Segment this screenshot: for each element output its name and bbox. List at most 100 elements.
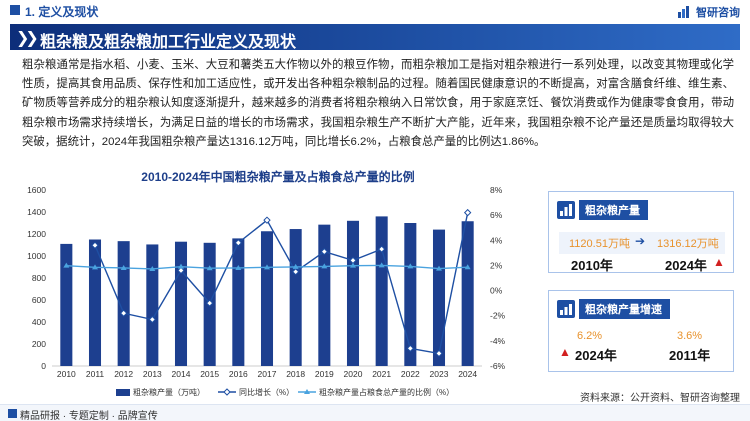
x-tick-label: 2017	[258, 369, 277, 379]
growth-chart-icon	[557, 300, 575, 318]
x-tick-label: 2011	[86, 369, 105, 379]
data-point	[291, 268, 300, 276]
data-point	[148, 315, 157, 324]
bar	[432, 229, 446, 366]
growth-card-header: 粗杂粮产量增速	[557, 299, 670, 319]
x-tick-label: 2012	[114, 369, 133, 379]
y-left-tick-label: 800	[32, 273, 46, 283]
brand-logo-icon	[678, 6, 689, 18]
data-point	[435, 349, 443, 358]
growth-card-label: 粗杂粮产量增速	[579, 299, 670, 319]
from-year: 2010年	[571, 258, 613, 273]
data-point	[264, 264, 270, 270]
x-tick-label: 2013	[143, 369, 162, 379]
data-point	[206, 265, 213, 271]
bar	[404, 223, 417, 366]
x-tick-label: 2022	[401, 369, 420, 379]
data-source: 资料来源：公开资料、智研咨询整理	[580, 393, 740, 404]
breadcrumb: 1. 定义及现状	[25, 5, 99, 19]
production-card: 粗杂粮产量 1120.51万吨 ➔ 1316.12万吨 2010年 2024年 …	[548, 191, 734, 273]
bar	[174, 241, 188, 366]
y-left-tick-label: 200	[32, 339, 46, 349]
y-right-tick-label: 4%	[490, 235, 503, 245]
footer-services: 精品研报 · 专题定制 · 品牌宣传	[20, 411, 158, 421]
growth-card: 粗杂粮产量增速 6.2% 3.6% ▲ 2024年 2011年	[548, 290, 734, 372]
data-point	[407, 263, 414, 269]
x-tick-label: 2016	[229, 369, 248, 379]
data-point	[205, 299, 214, 307]
x-tick-label: 2024	[458, 369, 477, 379]
growth-2011-value: 3.6%	[677, 330, 703, 342]
data-point	[120, 264, 127, 270]
bar	[117, 241, 130, 366]
arrow-right-icon: ➔	[635, 234, 646, 248]
data-point	[378, 262, 385, 268]
data-point	[119, 309, 128, 317]
production-card-header: 粗杂粮产量	[557, 200, 648, 220]
production-card-label: 粗杂粮产量	[579, 200, 648, 220]
growth-2011-year: 2011年	[669, 348, 711, 363]
data-point	[263, 216, 271, 224]
data-point	[464, 264, 471, 270]
legend-marker	[304, 389, 310, 394]
brand-name: 智研咨询	[696, 7, 740, 19]
arrow-up-icon: ▲	[713, 255, 725, 269]
data-point	[235, 264, 242, 270]
data-point	[463, 208, 472, 217]
y-left-tick-label: 0	[41, 361, 46, 371]
bar-chart-icon	[557, 201, 575, 219]
x-tick-label: 2021	[372, 369, 391, 379]
chart-title: 2010-2024年中国粗杂粮产量及占粮食总产量的比例	[141, 170, 415, 184]
data-point	[292, 263, 299, 269]
x-tick-label: 2019	[315, 369, 334, 379]
y-left-tick-label: 400	[32, 317, 46, 327]
data-point	[377, 245, 386, 253]
top-bar: 1. 定义及现状 智研咨询	[0, 0, 750, 22]
legend-swatch-bar	[116, 389, 130, 396]
bar	[318, 224, 331, 366]
y-right-tick-label: 2%	[490, 260, 503, 270]
double-chevron-icon: ❯❯	[16, 30, 39, 47]
production-card-strip	[559, 232, 725, 254]
data-point	[149, 265, 156, 271]
bar	[346, 220, 360, 366]
data-point	[350, 262, 356, 268]
y-left-tick-label: 1000	[27, 251, 46, 261]
from-value: 1120.51万吨	[569, 238, 630, 250]
x-tick-label: 2018	[286, 369, 305, 379]
legend-label: 粗杂粮产量（万吨）	[133, 387, 205, 397]
y-right-tick-label: -6%	[490, 361, 506, 371]
y-right-tick-label: 0%	[490, 286, 503, 296]
growth-2024-year: 2024年	[575, 348, 617, 363]
x-tick-label: 2010	[57, 369, 76, 379]
x-tick-label: 2020	[344, 369, 363, 379]
bar	[260, 231, 274, 366]
to-value: 1316.12万吨	[657, 238, 719, 250]
y-right-tick-label: -4%	[490, 336, 506, 346]
bar	[60, 243, 73, 366]
footer: 精品研报 · 专题定制 · 品牌宣传 资料来源：公开资料、智研咨询整理	[0, 393, 750, 421]
production-chart: 0 200 400 600 800 1000 1200 1400 1600 -6% -4% -2% 0%…	[27, 185, 506, 397]
arrow-up-icon: ▲	[559, 345, 571, 359]
y-left-tick-label: 1200	[27, 229, 46, 239]
page-title: 粗杂粮及粗杂粮加工行业定义及现状	[40, 34, 297, 51]
y-left-tick-label: 1600	[27, 185, 46, 195]
data-point	[63, 262, 70, 268]
x-tick-label: 2015	[200, 369, 219, 379]
bar	[88, 239, 102, 366]
series-line	[94, 212, 469, 355]
footer-marker	[8, 409, 17, 418]
data-point	[92, 264, 98, 270]
bar	[146, 244, 159, 366]
y-right-tick-label: -2%	[490, 311, 506, 321]
data-point	[320, 247, 329, 256]
section-banner: ❯❯ 粗杂粮及粗杂粮加工行业定义及现状	[10, 24, 740, 51]
intro-paragraph: 粗杂粮通常是指水稻、小麦、玉米、大豆和薯类五大作物以外的粮豆作物，而粗杂粮加工是…	[22, 59, 734, 148]
brand-logo[interactable]: 智研咨询	[678, 4, 740, 20]
to-year: 2024年	[665, 258, 707, 273]
y-right-tick-label: 8%	[490, 185, 503, 195]
data-point	[406, 344, 415, 353]
bar	[289, 229, 302, 366]
legend-label: 粗杂粮产量占粮食总产量的比例（%）	[319, 387, 454, 397]
section-marker	[10, 5, 20, 15]
